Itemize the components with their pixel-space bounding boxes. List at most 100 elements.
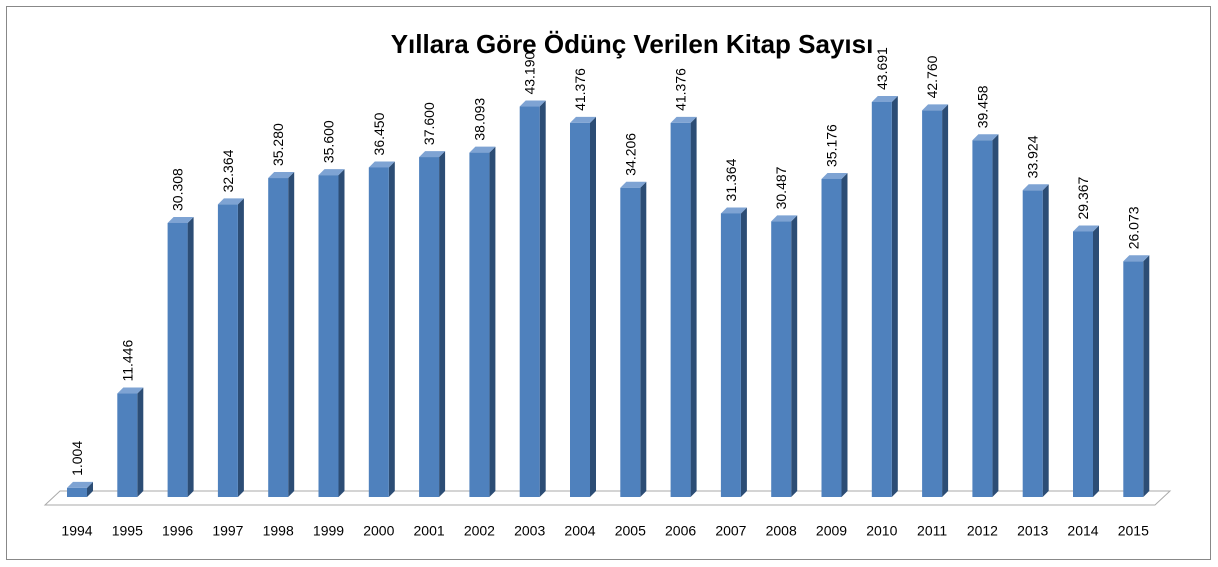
- bar-top: [368, 161, 395, 168]
- value-label: 35.176: [824, 124, 840, 167]
- bar-side: [539, 100, 546, 497]
- x-tick-label: 2002: [464, 523, 495, 539]
- bar-top: [167, 216, 194, 223]
- bar-top: [67, 481, 93, 488]
- bar-top: [720, 207, 747, 214]
- value-label: 43.691: [874, 47, 890, 90]
- x-tick-label: 2000: [363, 523, 394, 539]
- x-tick-label: 1998: [263, 523, 294, 539]
- x-tick-label: 2011: [917, 523, 947, 539]
- bar-front: [1123, 261, 1144, 497]
- bar: [419, 151, 446, 497]
- bar-front: [268, 178, 289, 497]
- bar: [821, 172, 848, 497]
- bar-side: [388, 161, 395, 497]
- bar-top: [117, 387, 144, 394]
- bar-side: [137, 387, 144, 497]
- bar-top: [1123, 255, 1150, 262]
- x-tick-label: 2014: [1067, 523, 1098, 539]
- bar: [318, 169, 345, 498]
- value-label: 36.450: [371, 112, 387, 155]
- bar-side: [590, 116, 596, 497]
- bar: [519, 100, 546, 497]
- bar-front: [922, 110, 943, 497]
- bar-side: [288, 172, 295, 497]
- x-tick-label: 2007: [715, 523, 746, 539]
- bar: [670, 116, 697, 497]
- bar-front: [318, 175, 339, 498]
- bar: [1073, 225, 1099, 498]
- bar-front: [419, 157, 440, 497]
- bar-top: [268, 172, 295, 179]
- bar-side: [791, 215, 798, 497]
- bar-front: [871, 102, 892, 497]
- value-label: 31.364: [723, 158, 739, 201]
- bar: [268, 172, 295, 497]
- value-label: 38.093: [471, 98, 487, 141]
- bar-side: [690, 116, 697, 497]
- value-label: 35.280: [270, 123, 286, 166]
- value-label: 35.600: [321, 120, 337, 163]
- bar-side: [841, 172, 848, 497]
- bar: [368, 161, 395, 497]
- bar-side: [1143, 255, 1150, 497]
- bar-side: [891, 96, 898, 497]
- floor: [43, 490, 1172, 506]
- bar-front: [368, 167, 389, 497]
- bar-front: [469, 152, 490, 497]
- bar: [620, 181, 647, 497]
- bar-top: [670, 116, 697, 123]
- bar-side: [1093, 225, 1099, 498]
- value-label: 42.760: [924, 55, 940, 98]
- bar-top: [1022, 184, 1049, 191]
- bar-top: [570, 116, 596, 123]
- bar-front: [670, 122, 691, 497]
- x-tick-label: 2001: [414, 523, 445, 539]
- x-tick-label: 2010: [866, 523, 897, 539]
- value-label: 41.376: [673, 68, 689, 111]
- bar-side: [992, 134, 999, 498]
- bar-top: [922, 104, 949, 111]
- bar-front: [519, 106, 540, 497]
- bar-side: [237, 198, 244, 497]
- bar-top: [318, 169, 345, 176]
- x-tick-label: 1997: [212, 523, 243, 539]
- x-tick-label: 2015: [1118, 523, 1149, 539]
- x-tick-label: 2012: [967, 523, 998, 539]
- bar-front: [117, 393, 138, 497]
- value-label: 1.004: [69, 441, 85, 476]
- bar: [771, 215, 798, 497]
- value-label: 32.364: [220, 149, 236, 192]
- bar-front: [67, 487, 87, 497]
- bar-top: [519, 100, 546, 107]
- bar: [217, 198, 244, 497]
- bar: [720, 207, 747, 497]
- bar-side: [338, 169, 345, 498]
- bar-top: [217, 198, 244, 205]
- bar-top: [821, 172, 848, 179]
- x-tick-label: 1995: [112, 523, 143, 539]
- bar-side: [942, 104, 949, 497]
- x-tick-label: 1994: [61, 523, 92, 539]
- bar-side: [489, 146, 496, 497]
- bar-side: [1042, 184, 1049, 497]
- value-label: 34.206: [622, 133, 638, 176]
- bar: [570, 116, 596, 497]
- value-label: 30.487: [773, 166, 789, 209]
- value-label: 11.446: [119, 340, 135, 382]
- x-tick-label: 2013: [1017, 523, 1048, 539]
- value-label: 33.924: [1025, 135, 1041, 178]
- x-tick-label: 2006: [665, 523, 696, 539]
- bar-front: [1022, 190, 1043, 497]
- bar-front: [217, 204, 238, 497]
- bar-top: [620, 181, 647, 188]
- bar-top: [419, 151, 446, 158]
- value-label: 41.376: [572, 68, 588, 111]
- value-label: 26.073: [1125, 206, 1141, 249]
- chart-title: Yıllara Göre Ödünç Verilen Kitap Sayısı: [391, 29, 874, 59]
- chart-border: [6, 6, 1211, 560]
- value-label: 30.308: [170, 168, 186, 211]
- bar-top: [469, 146, 496, 153]
